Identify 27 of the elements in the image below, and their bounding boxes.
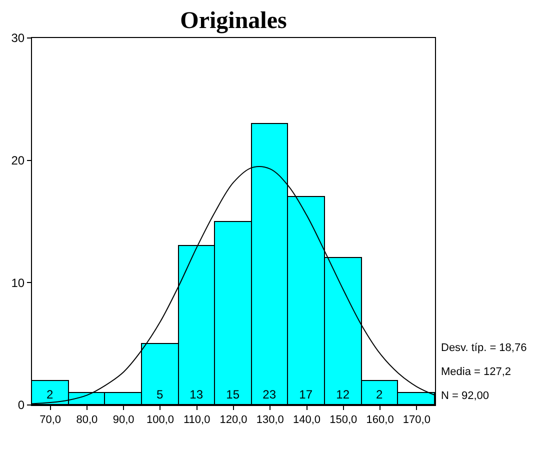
data-label: 2 [46, 388, 54, 402]
x-tick-label: 130,0 [256, 414, 284, 426]
x-tick-label: 90,0 [112, 414, 134, 426]
x-tick-label: 70,0 [40, 414, 62, 426]
y-tick-label: 30 [11, 31, 25, 46]
x-tick-label: 170,0 [402, 414, 430, 426]
text: Desv. típ. = 18,76 [441, 342, 527, 354]
data-label: 12 [336, 388, 350, 402]
data-label: 13 [190, 388, 204, 402]
text: N = 92,00 [441, 390, 490, 402]
x-tick-label: 150,0 [330, 414, 358, 426]
data-label: 23 [262, 388, 276, 402]
chart-title: Originales [180, 8, 287, 34]
x-tick-label: 120,0 [220, 414, 248, 426]
text: Media = 127,2 [441, 366, 512, 378]
data-label: 15 [226, 388, 240, 402]
x-tick-label: 140,0 [293, 414, 321, 426]
data-label: 17 [299, 388, 313, 402]
data-label: 2 [376, 388, 383, 402]
x-tick-label: 80,0 [76, 414, 98, 426]
y-tick-label: 20 [11, 154, 25, 168]
x-tick-label: 100,0 [146, 414, 174, 426]
x-tick-label: 110,0 [184, 414, 210, 426]
y-tick-label: 10 [11, 276, 25, 290]
data-label: 5 [156, 388, 164, 402]
y-tick-label: 0 [18, 398, 25, 412]
x-tick-label: 160,0 [366, 414, 394, 426]
